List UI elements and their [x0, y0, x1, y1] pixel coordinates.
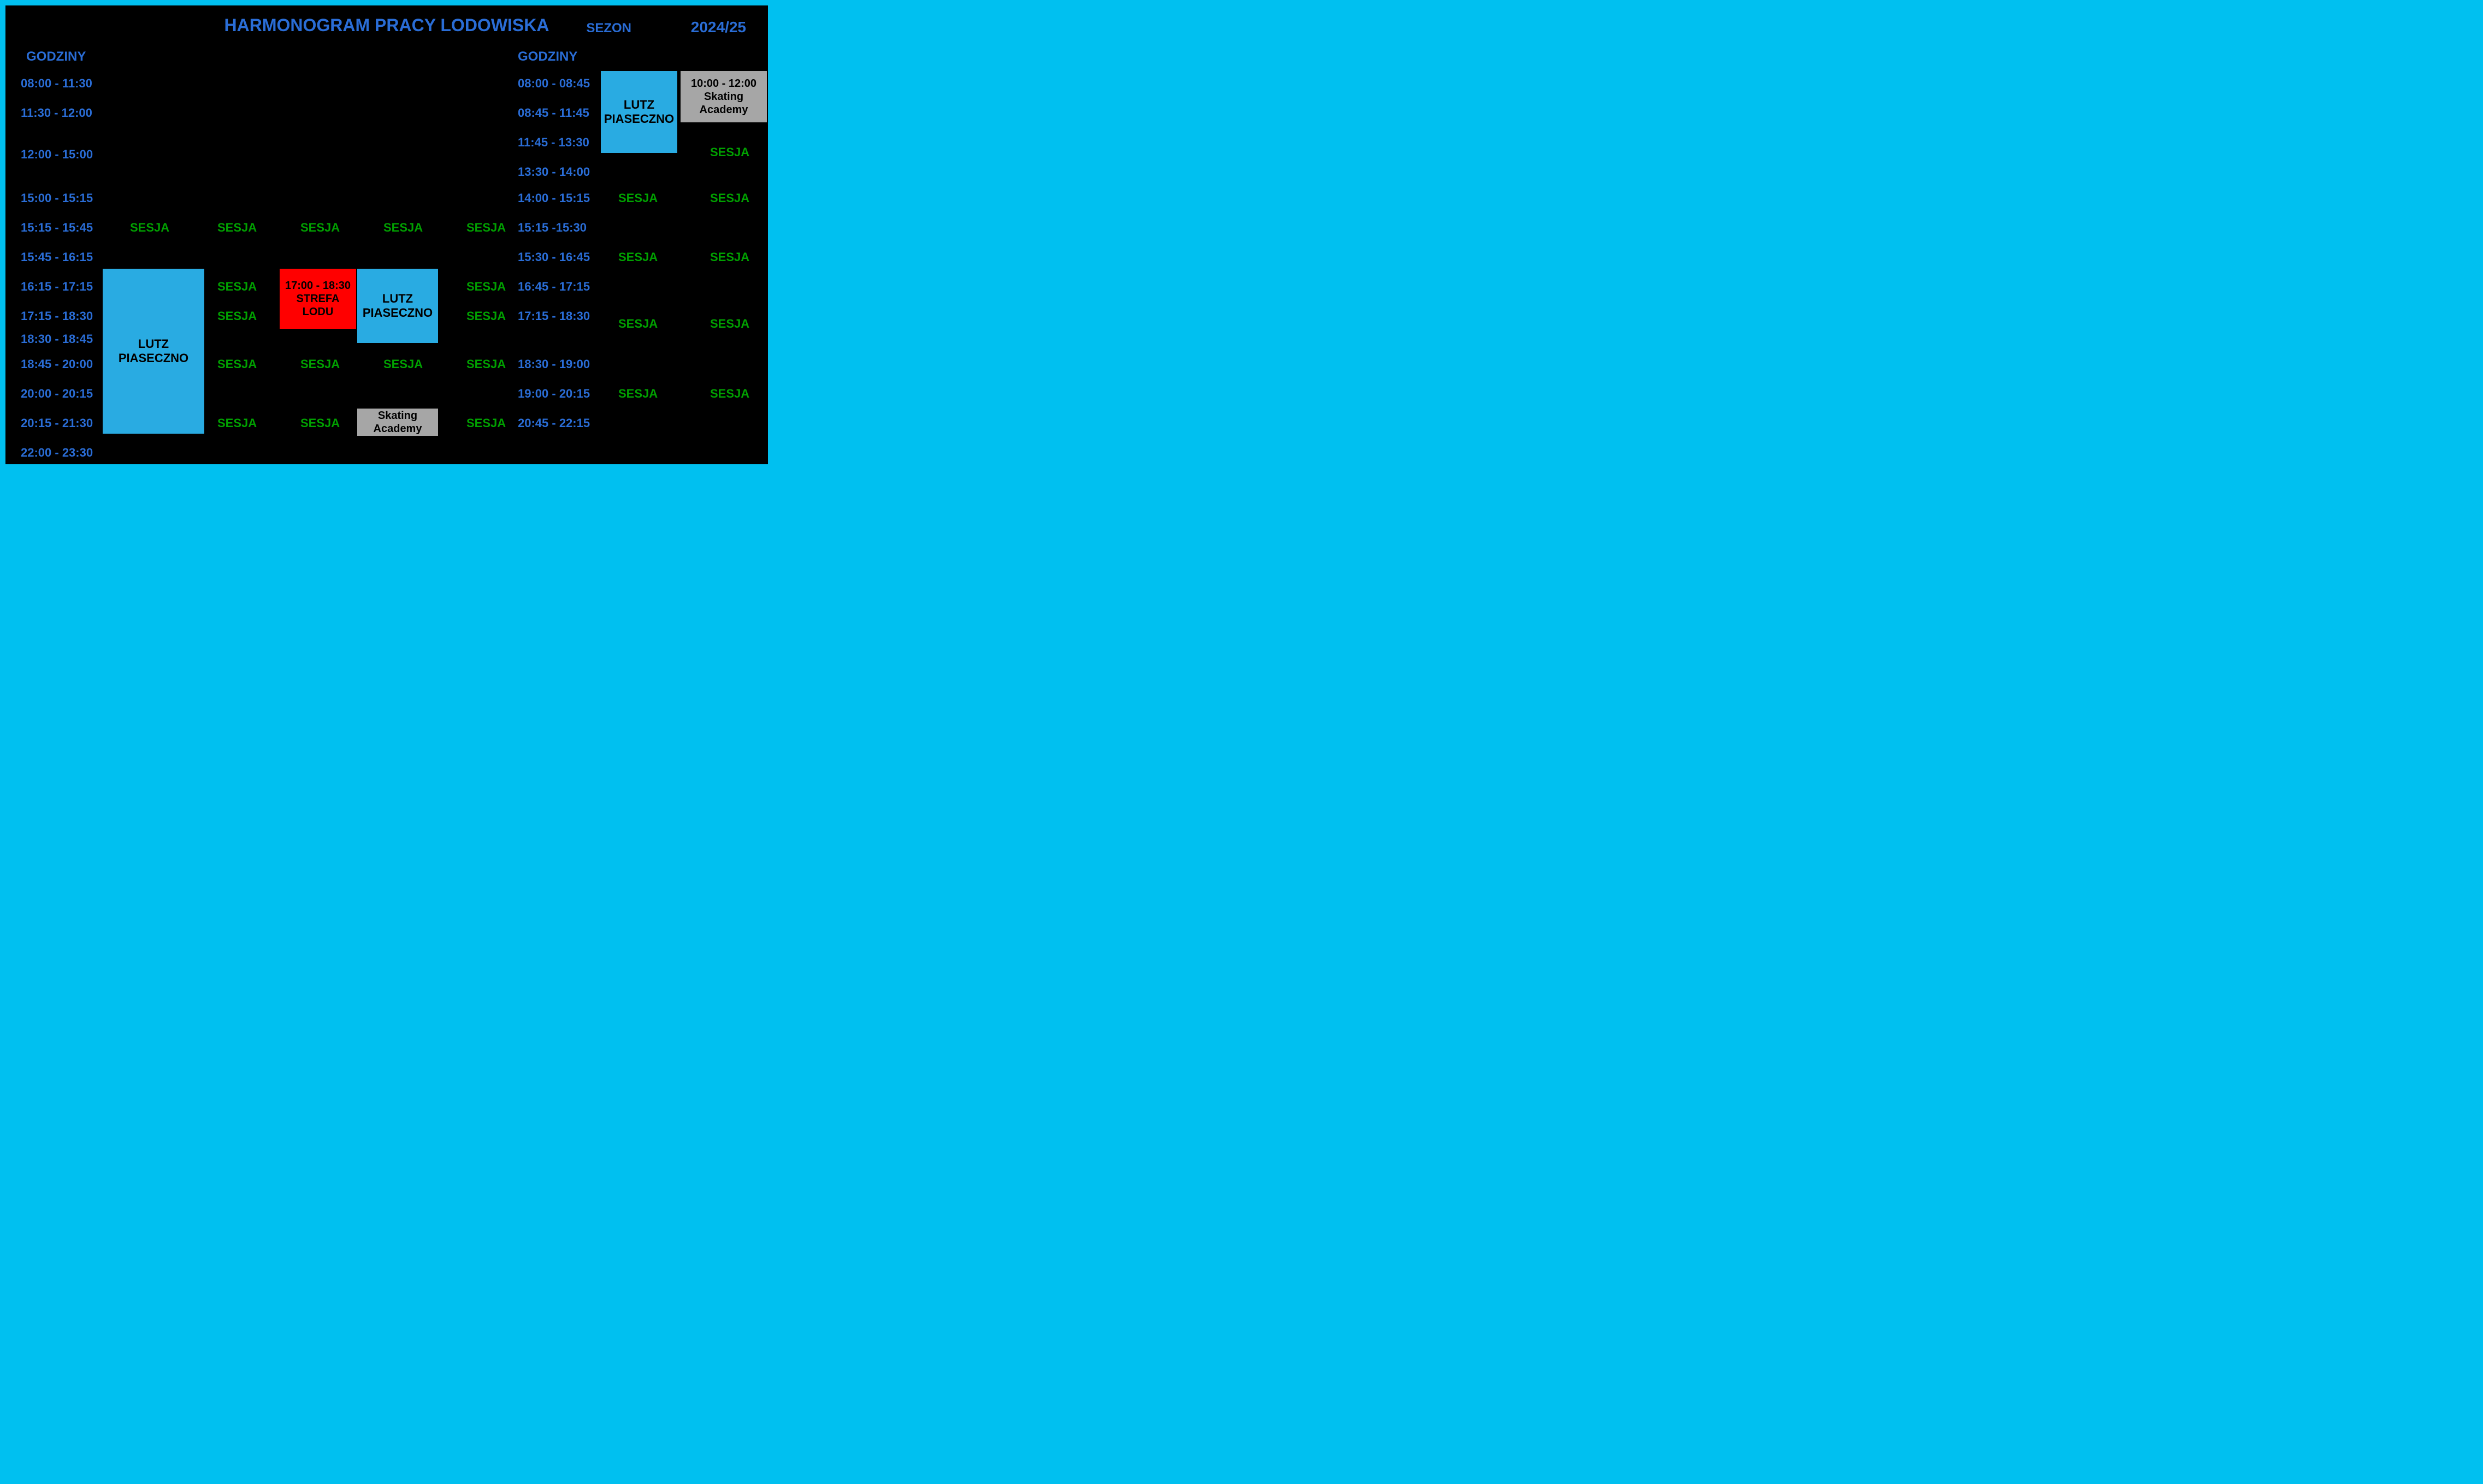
sesja-cell: SESJA [217, 416, 257, 430]
lutz-label: LUTZPIASECZNO [604, 98, 674, 127]
time-left: 18:45 - 20:00 [21, 357, 93, 371]
time-left: 15:45 - 16:15 [21, 250, 93, 264]
season-label: SEZON [586, 21, 631, 36]
sesja-cell: SESJA [130, 221, 169, 235]
sesja-cell: SESJA [710, 250, 749, 264]
page-title: HARMONOGRAM PRACY LODOWISKA [5, 15, 768, 36]
time-right: 08:00 - 08:45 [518, 76, 590, 91]
time-left: 08:00 - 11:30 [21, 76, 92, 91]
sesja-cell: SESJA [618, 191, 658, 205]
sesja-cell: SESJA [710, 387, 749, 401]
time-left: 20:15 - 21:30 [21, 416, 93, 430]
time-right: 15:15 -15:30 [518, 221, 587, 235]
lutz-block-left: LUTZPIASECZNO [103, 269, 204, 434]
sesja-cell: SESJA [217, 357, 257, 371]
sesja-cell: SESJA [618, 250, 658, 264]
time-right: 11:45 - 13:30 [518, 135, 589, 150]
hours-header-left: GODZINY [26, 49, 86, 64]
sesja-cell: SESJA [466, 416, 506, 430]
skating-time: 10:00 - 12:00 [691, 77, 756, 90]
time-left: 22:00 - 23:30 [21, 446, 93, 460]
lutz-block-mid: LUTZPIASECZNO [357, 269, 438, 343]
time-left: 11:30 - 12:00 [21, 106, 92, 120]
time-left: 18:30 - 18:45 [21, 332, 93, 346]
sesja-cell: SESJA [217, 221, 257, 235]
sesja-cell: SESJA [710, 191, 749, 205]
sesja-cell: SESJA [217, 309, 257, 323]
hours-header-right: GODZINY [518, 49, 577, 64]
time-right: 19:00 - 20:15 [518, 387, 590, 401]
strefa-label: STREFA LODU [280, 292, 356, 318]
sesja-cell: SESJA [618, 387, 658, 401]
sesja-cell: SESJA [710, 145, 749, 159]
time-right: 16:45 - 17:15 [518, 280, 590, 294]
lutz-label: LUTZPIASECZNO [119, 337, 188, 366]
strefa-time: 17:00 - 18:30 [285, 279, 351, 292]
sesja-cell: SESJA [300, 357, 340, 371]
time-left: 12:00 - 15:00 [21, 147, 93, 162]
skating-block-bottom: SkatingAcademy [357, 409, 438, 436]
sesja-cell: SESJA [710, 317, 749, 331]
time-right: 14:00 - 15:15 [518, 191, 590, 205]
time-right: 17:15 - 18:30 [518, 309, 590, 323]
time-left: 20:00 - 20:15 [21, 387, 93, 401]
time-left: 15:00 - 15:15 [21, 191, 93, 205]
sesja-cell: SESJA [300, 221, 340, 235]
strefa-block: 17:00 - 18:30 STREFA LODU [280, 269, 356, 329]
skating-block-top: 10:00 - 12:00 SkatingAcademy [681, 71, 767, 122]
season-year: 2024/25 [691, 19, 746, 36]
time-right: 15:30 - 16:45 [518, 250, 590, 264]
time-right: 20:45 - 22:15 [518, 416, 590, 430]
sesja-cell: SESJA [466, 280, 506, 294]
sesja-cell: SESJA [466, 221, 506, 235]
sesja-cell: SESJA [383, 357, 423, 371]
skating-label: SkatingAcademy [374, 409, 422, 435]
lutz-label: LUTZPIASECZNO [363, 292, 433, 321]
sesja-cell: SESJA [466, 309, 506, 323]
time-right: 18:30 - 19:00 [518, 357, 590, 371]
skating-label: SkatingAcademy [700, 90, 748, 116]
sesja-cell: SESJA [217, 280, 257, 294]
time-left: 17:15 - 18:30 [21, 309, 93, 323]
lutz-block-right: LUTZPIASECZNO [601, 71, 677, 153]
time-left: 16:15 - 17:15 [21, 280, 93, 294]
time-right: 13:30 - 14:00 [518, 165, 590, 179]
time-right: 08:45 - 11:45 [518, 106, 589, 120]
schedule-page: HARMONOGRAM PRACY LODOWISKA SEZON 2024/2… [5, 5, 768, 464]
sesja-cell: SESJA [383, 221, 423, 235]
time-left: 15:15 - 15:45 [21, 221, 93, 235]
sesja-cell: SESJA [618, 317, 658, 331]
sesja-cell: SESJA [466, 357, 506, 371]
sesja-cell: SESJA [300, 416, 340, 430]
